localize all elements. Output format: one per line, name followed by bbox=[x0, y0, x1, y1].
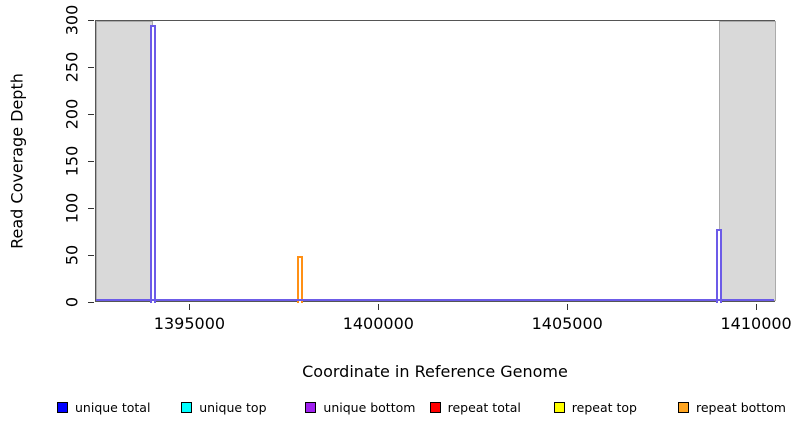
y-tick-mark bbox=[88, 113, 94, 115]
legend-item-unique-total: unique total bbox=[57, 398, 150, 416]
x-tick-label: 1405000 bbox=[531, 314, 603, 333]
x-tick-label: 1395000 bbox=[153, 314, 226, 333]
legend-swatch-unique-bottom bbox=[305, 401, 317, 413]
masked-region-right bbox=[719, 21, 776, 301]
legend-swatch-repeat-top bbox=[553, 401, 565, 413]
legend: unique total unique top unique bottom repea… bbox=[0, 396, 792, 418]
legend-label: unique top bbox=[199, 399, 267, 415]
y-tick-mark bbox=[88, 207, 94, 209]
y-tick-label: 0 bbox=[62, 296, 82, 308]
legend-swatch-repeat-bottom bbox=[678, 401, 689, 413]
plot-area bbox=[95, 20, 776, 303]
y-tick-mark bbox=[88, 301, 94, 303]
y-tick-mark bbox=[88, 66, 94, 68]
legend-label: repeat total bbox=[447, 399, 521, 415]
x-tick-mark bbox=[755, 304, 757, 310]
x-tick-mark bbox=[188, 304, 190, 310]
legend-item-repeat-bottom: repeat bottom bbox=[678, 398, 786, 416]
y-tick-mark bbox=[88, 19, 94, 21]
x-tick-mark bbox=[377, 304, 379, 310]
legend-swatch-repeat-total bbox=[429, 401, 441, 413]
y-tick-label: 200 bbox=[62, 98, 82, 130]
legend-swatch-unique-total bbox=[57, 401, 68, 413]
x-axis-title: Coordinate in Reference Genome bbox=[302, 362, 568, 381]
y-tick-mark bbox=[88, 254, 94, 256]
legend-item-repeat-total: repeat total bbox=[429, 398, 521, 416]
legend-item-unique-top: unique top bbox=[181, 398, 267, 416]
x-tick-label: 1400000 bbox=[342, 314, 414, 333]
y-tick-mark bbox=[88, 160, 94, 162]
y-tick-label: 50 bbox=[62, 244, 82, 266]
legend-item-unique-bottom: unique bottom bbox=[305, 398, 415, 416]
x-tick-mark bbox=[566, 304, 568, 310]
masked-region-left bbox=[96, 21, 153, 301]
legend-label: repeat bottom bbox=[696, 399, 786, 415]
zero-coverage-baseline bbox=[96, 299, 774, 301]
coverage-spike bbox=[297, 256, 303, 303]
legend-label: repeat top bbox=[571, 399, 637, 415]
y-tick-label: 250 bbox=[62, 51, 82, 83]
legend-label: unique total bbox=[75, 399, 151, 415]
legend-label: unique bottom bbox=[323, 399, 416, 415]
coverage-spike bbox=[149, 24, 156, 303]
legend-swatch-unique-top bbox=[181, 401, 193, 413]
y-axis-title: Read Coverage Depth bbox=[7, 73, 27, 249]
x-tick-label: 1410000 bbox=[720, 314, 792, 333]
legend-item-repeat-top: repeat top bbox=[553, 398, 637, 416]
y-tick-label: 150 bbox=[62, 145, 82, 177]
coverage-spike bbox=[716, 228, 723, 303]
y-tick-label: 100 bbox=[62, 192, 82, 224]
y-tick-label: 300 bbox=[62, 4, 82, 36]
